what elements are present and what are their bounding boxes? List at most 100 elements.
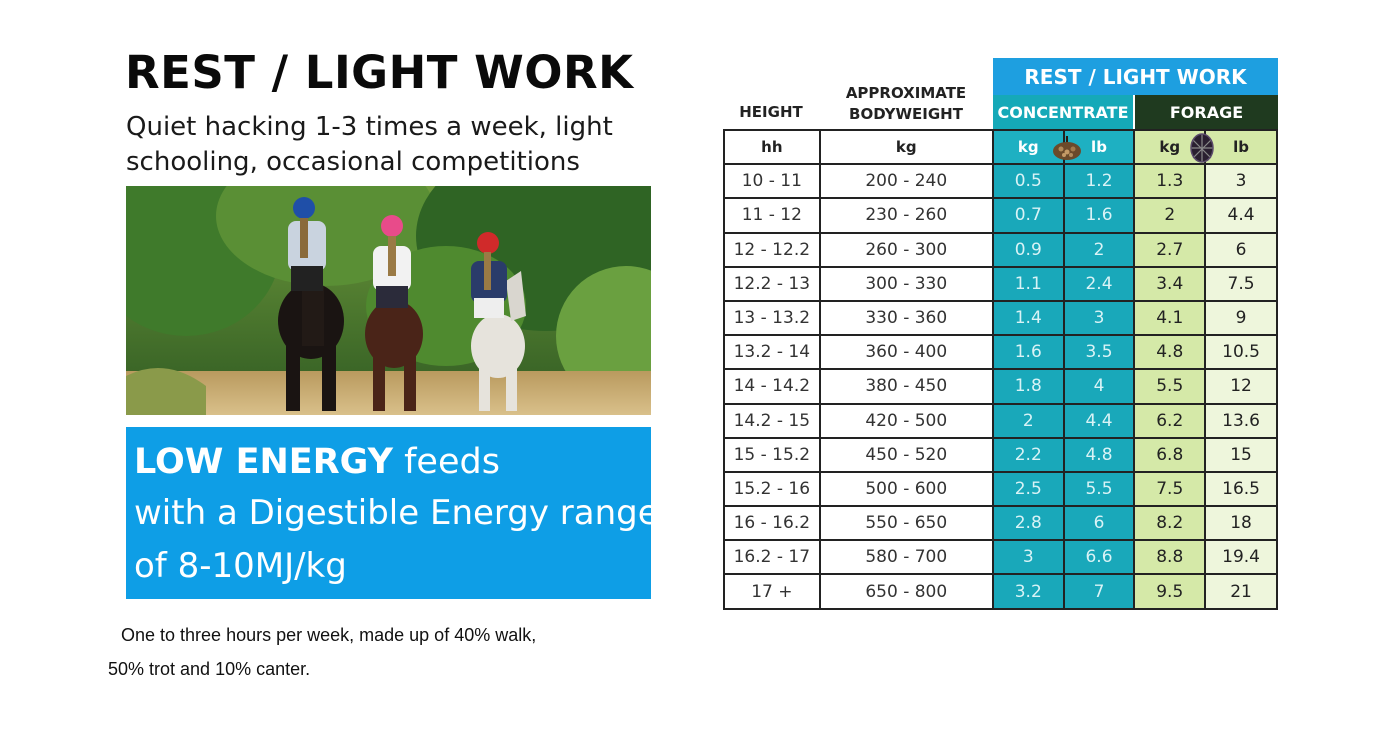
energy-strong: LOW ENERGY (134, 442, 393, 482)
cell-conc-lb: 4 (1062, 368, 1136, 405)
cell-height: 15 - 15.2 (723, 436, 821, 473)
cell-forage-kg: 8.8 (1133, 539, 1207, 576)
cell-height: 11 - 12 (723, 197, 821, 234)
cell-forage-lb: 18 (1204, 505, 1278, 542)
cell-forage-lb: 4.4 (1204, 197, 1278, 234)
energy-line-1: LOW ENERGY feeds (134, 437, 651, 487)
table-row: 10 - 11 200 - 240 0.5 1.2 1.3 3 (723, 163, 1278, 200)
cell-conc-lb: 3.5 (1062, 334, 1136, 371)
table-row: 13 - 13.2 330 - 360 1.4 3 4.1 9 (723, 299, 1278, 337)
cell-conc-kg: 2.5 (991, 470, 1065, 508)
cell-conc-kg: 0.9 (991, 231, 1065, 268)
cell-conc-kg: 2.2 (991, 436, 1065, 473)
table-row: 17 +650 - 800 3.2 7 9.5 21 (723, 573, 1278, 610)
cell-height: 14.2 - 15 (723, 402, 821, 439)
cell-forage-lb: 7.5 (1204, 265, 1278, 302)
cell-conc-lb: 6.6 (1062, 539, 1136, 576)
cell-forage-kg: 9.5 (1133, 573, 1207, 610)
concentrate-header: CONCENTRATE (993, 95, 1135, 129)
cell-forage-kg: 8.2 (1133, 505, 1207, 542)
cell-conc-kg: 3 (991, 539, 1065, 576)
cell-conc-lb: 1.6 (1062, 197, 1136, 234)
feeding-table: REST / LIGHT WORK CONCENTRATE FORAGE HEI… (723, 58, 1278, 610)
cell-height: 16 - 16.2 (723, 505, 821, 542)
table-row: 11 - 12 230 - 260 0.7 1.6 2 4.4 (723, 197, 1278, 234)
cell-bodyweight: 230 - 260 (818, 197, 994, 234)
cell-conc-lb: 6 (1062, 505, 1136, 542)
energy-line-3: of 8-10MJ/kg (134, 546, 347, 586)
cell-conc-lb: 3 (1062, 299, 1136, 337)
cell-forage-kg: 4.1 (1133, 299, 1207, 337)
table-row: 14.2 - 15 420 - 500 2 4.4 6.2 13.6 (723, 402, 1278, 439)
cell-height: 13.2 - 14 (723, 334, 821, 371)
riders-photo (126, 186, 651, 415)
cell-forage-kg: 7.5 (1133, 470, 1207, 508)
note-line-2: 50% trot and 10% canter. (108, 659, 311, 679)
unit-bodyweight: kg (818, 128, 994, 166)
table-row: 12 - 12.2 260 - 300 0.9 2 2.7 6 (723, 231, 1278, 268)
page-subtitle: Quiet hacking 1-3 times a week, light sc… (126, 112, 613, 177)
cell-height: 12.2 - 13 (723, 265, 821, 302)
cell-bodyweight: 580 - 700 (818, 539, 994, 576)
cell-conc-lb: 2.4 (1062, 265, 1136, 302)
cell-conc-kg: 1.4 (991, 299, 1065, 337)
cell-bodyweight: 420 - 500 (818, 402, 994, 439)
cell-bodyweight: 260 - 300 (818, 231, 994, 268)
table-row: 15.2 - 16 500 - 600 2.5 5.5 7.5 16.5 (723, 470, 1278, 508)
cell-forage-kg: 1.3 (1133, 163, 1207, 200)
cell-forage-lb: 15 (1204, 436, 1278, 473)
cell-height: 15.2 - 16 (723, 470, 821, 508)
bodyweight-header: APPROXIMATE BODYWEIGHT (845, 84, 967, 123)
cell-forage-lb: 6 (1204, 231, 1278, 268)
cell-conc-kg: 0.5 (991, 163, 1065, 200)
cell-conc-kg: 2 (991, 402, 1065, 439)
cell-forage-kg: 2.7 (1133, 231, 1207, 268)
cell-bodyweight: 330 - 360 (818, 299, 994, 337)
cell-forage-lb: 13.6 (1204, 402, 1278, 439)
unit-height: hh (723, 128, 821, 166)
energy-callout: LOW ENERGY feeds with a Digestible Energ… (126, 427, 659, 599)
cell-bodyweight: 380 - 450 (818, 368, 994, 405)
table-row: 14 - 14.2 380 - 450 1.8 4 5.5 12 (723, 368, 1278, 405)
table-row: 16.2 - 17 580 - 700 3 6.6 8.8 19.4 (723, 539, 1278, 576)
cell-forage-lb: 9 (1204, 299, 1278, 337)
cell-conc-lb: 4.8 (1062, 436, 1136, 473)
cell-bodyweight: 450 - 520 (818, 436, 994, 473)
cell-forage-kg: 3.4 (1133, 265, 1207, 302)
cell-forage-kg: 2 (1133, 197, 1207, 234)
table-top-header: REST / LIGHT WORK (993, 58, 1278, 95)
cell-conc-lb: 2 (1062, 231, 1136, 268)
table-row: 12.2 - 13 300 - 330 1.1 2.4 3.4 7.5 (723, 265, 1278, 302)
cell-conc-kg: 1.1 (991, 265, 1065, 302)
forage-header: FORAGE (1135, 95, 1278, 129)
cell-forage-lb: 21 (1204, 573, 1278, 610)
cell-bodyweight: 500 - 600 (818, 470, 994, 508)
cell-conc-lb: 1.2 (1062, 163, 1136, 200)
unit-forage-lb: lb (1204, 128, 1278, 166)
cell-bodyweight: 550 - 650 (818, 505, 994, 542)
table-row: 16 - 16.2 550 - 650 2.8 6 8.2 18 (723, 505, 1278, 542)
cell-conc-lb: 4.4 (1062, 402, 1136, 439)
cell-forage-lb: 16.5 (1204, 470, 1278, 508)
table-row: 15 - 15.2 450 - 520 2.2 4.8 6.8 15 (723, 436, 1278, 473)
units-row: hh kg kg lb kg lb (723, 128, 1278, 166)
cell-forage-kg: 4.8 (1133, 334, 1207, 371)
note-line-1: One to three hours per week, made up of … (121, 625, 537, 645)
cell-conc-kg: 0.7 (991, 197, 1065, 234)
cell-forage-lb: 19.4 (1204, 539, 1278, 576)
cell-bodyweight: 360 - 400 (818, 334, 994, 371)
table-body: 10 - 11 200 - 240 0.5 1.2 1.3 3 11 - 12 230 - 2… (723, 163, 1278, 610)
cell-height: 17 + (723, 573, 821, 610)
cell-conc-kg: 1.6 (991, 334, 1065, 371)
energy-line-2: with a Digestible Energy range (134, 493, 659, 533)
cell-conc-kg: 2.8 (991, 505, 1065, 542)
cell-conc-lb: 7 (1062, 573, 1136, 610)
cell-bodyweight: 200 - 240 (818, 163, 994, 200)
table-row: 13.2 - 14 360 - 400 1.6 3.5 4.8 10.5 (723, 334, 1278, 371)
cell-height: 10 - 11 (723, 163, 821, 200)
cell-height: 16.2 - 17 (723, 539, 821, 576)
cell-height: 12 - 12.2 (723, 231, 821, 268)
cell-height: 13 - 13.2 (723, 299, 821, 337)
energy-line1-rest: feeds (392, 442, 500, 482)
page-title: REST / LIGHT WORK (125, 46, 634, 99)
